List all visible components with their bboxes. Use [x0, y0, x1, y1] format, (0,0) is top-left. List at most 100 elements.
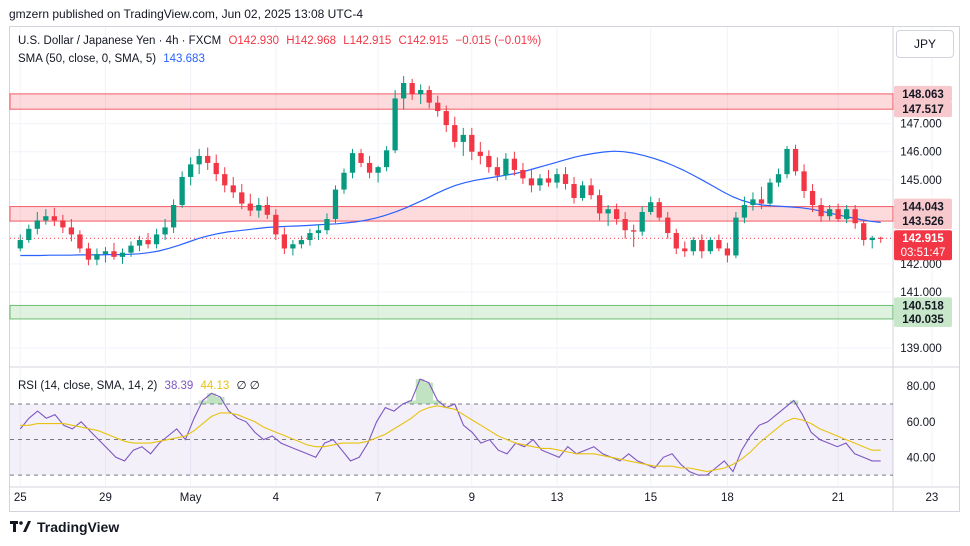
candle [682, 241, 688, 257]
candle [17, 234, 23, 252]
candle-body [102, 251, 109, 255]
candle-body [758, 199, 765, 204]
candle-body [528, 178, 535, 186]
candle [528, 168, 535, 193]
candle-body [571, 183, 577, 198]
sma-layer [20, 150, 881, 257]
candle [469, 127, 475, 161]
candle-body [767, 182, 773, 204]
candle [426, 85, 432, 109]
price-tick-label: 146.000 [900, 147, 942, 159]
candle [324, 213, 330, 235]
candle-body [844, 209, 850, 220]
candle-body [869, 237, 875, 241]
candle [818, 197, 824, 222]
candle-body [826, 209, 833, 217]
candle [170, 199, 177, 234]
main-legend[interactable]: U.S. Dollar / Japanese Yen · 4h · FXCM O… [18, 35, 545, 47]
price-label-layer: 148.063 147.517 144.043 143.526 142.915 03:51… [894, 85, 952, 327]
candle-body [750, 199, 756, 205]
rsi-label[interactable]: RSI (14, close, SMA, 14, 2) [18, 380, 158, 392]
candle-body [162, 227, 168, 235]
candle-body [665, 217, 671, 234]
red-zone [9, 206, 894, 222]
candle-body [613, 209, 620, 220]
footer-brand-label: TradingView [37, 519, 120, 535]
tradingview-logo-icon [10, 521, 31, 532]
candle [494, 157, 500, 182]
red-zone [9, 93, 894, 110]
candle [332, 185, 339, 224]
currency-button[interactable]: JPY [896, 30, 954, 58]
candle-body [401, 83, 407, 99]
price-label-bg [894, 310, 952, 327]
candle-body [239, 192, 245, 204]
candle-body [554, 174, 560, 183]
candle-body [349, 153, 356, 173]
candle-body [26, 228, 32, 241]
candle-body [315, 230, 322, 234]
candle [85, 242, 92, 266]
candle [247, 193, 253, 217]
price-label-text: 142.915 [902, 233, 944, 245]
price-tick-label: 145.000 [900, 175, 942, 187]
candle [383, 146, 390, 172]
candle-body [145, 240, 151, 245]
change-value: −0.015 (−0.01%) [455, 35, 542, 47]
candle [315, 224, 322, 241]
candle-body [324, 219, 330, 231]
candle [162, 219, 168, 241]
candle [878, 236, 884, 243]
zone-layer [9, 93, 894, 320]
rsi-legend[interactable]: RSI (14, close, SMA, 14, 2) 38.39 44.13 … [18, 378, 264, 392]
candle-body [861, 223, 867, 241]
candle-body [418, 90, 424, 95]
candle-body [537, 178, 543, 186]
candle [699, 234, 705, 259]
candle [690, 237, 696, 256]
candle [767, 178, 773, 207]
candle-body [85, 248, 92, 260]
sma-legend[interactable]: SMA (50, close, 0, SMA, 5) 143.683 [18, 53, 209, 65]
candle [844, 204, 850, 224]
candle-body [443, 111, 449, 126]
candle-body [153, 234, 160, 245]
rsi-tick-label: 80.00 [907, 381, 936, 393]
candle-body [119, 252, 126, 257]
footer-brand[interactable]: TradingView [10, 519, 119, 535]
candle-body [179, 176, 185, 205]
rsi-sma-value: 44.13 [200, 380, 230, 392]
candle [392, 90, 398, 154]
candle [349, 148, 356, 179]
candle [136, 235, 143, 252]
candle [511, 151, 518, 176]
candle-body [230, 185, 236, 193]
candle-body [213, 162, 219, 175]
candle-body [673, 233, 679, 249]
candle-body [136, 240, 143, 246]
candle-body [358, 153, 364, 163]
sma-label[interactable]: SMA (50, close, 0, SMA, 5) [18, 53, 157, 65]
time-tick-label: 4 [273, 492, 280, 504]
price-tick-label: 147.000 [900, 119, 942, 131]
candle [230, 176, 236, 198]
candle [43, 209, 49, 225]
candle-body [878, 237, 884, 239]
rsi-tick-label: 40.00 [907, 452, 936, 464]
candle-body [648, 202, 654, 212]
candle-body [605, 209, 611, 214]
candle [869, 235, 875, 249]
candle-body [809, 190, 816, 205]
candle-body [494, 167, 500, 176]
candle-body [409, 83, 415, 95]
price-label-bg [894, 85, 952, 102]
candle-body [111, 251, 117, 257]
symbol-title[interactable]: U.S. Dollar / Japanese Yen · 4h · FXCM [18, 35, 222, 47]
zone-red-price-label: 143.526 [894, 213, 952, 230]
candle-body [188, 164, 194, 177]
candle [861, 220, 867, 246]
candle-body [477, 151, 483, 156]
candle-body [247, 203, 253, 211]
price-label-bg [894, 230, 952, 261]
